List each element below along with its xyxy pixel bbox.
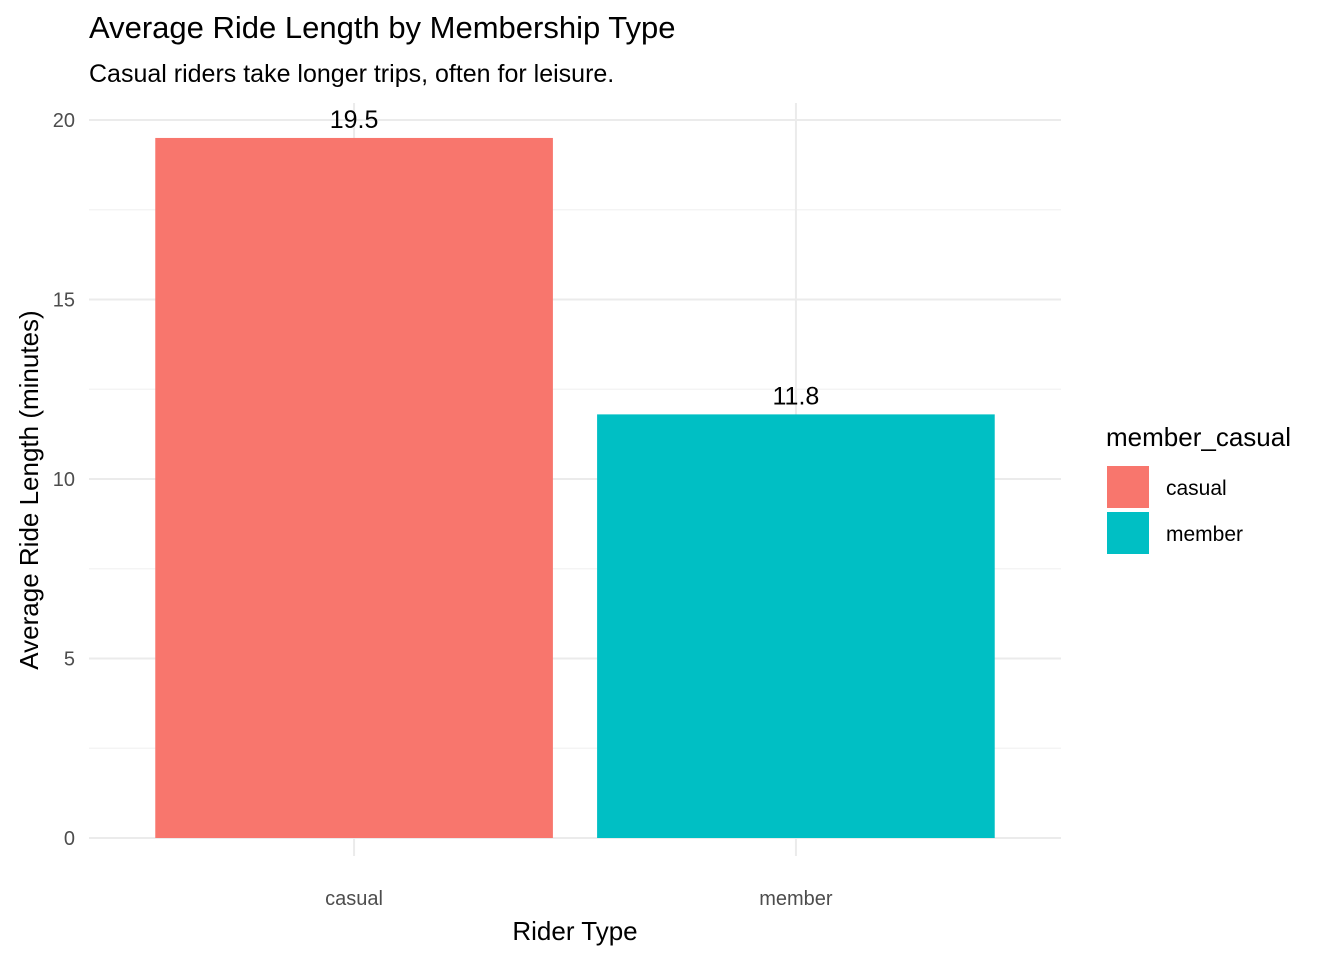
y-tick-label: 10 xyxy=(53,469,75,491)
y-axis-tick-labels: 0 5 10 15 20 xyxy=(53,110,75,850)
y-axis-title: Average Ride Length (minutes) xyxy=(14,310,44,669)
bar-casual xyxy=(155,137,553,838)
x-tick-label: member xyxy=(759,888,833,910)
bar-value-label: 19.5 xyxy=(330,106,379,134)
legend: member_casual casual member xyxy=(1106,422,1291,554)
x-axis-tick-labels: casual member xyxy=(325,888,833,910)
chart-title: Average Ride Length by Membership Type xyxy=(89,10,676,45)
legend-key-member xyxy=(1107,512,1149,554)
bar-value-label: 11.8 xyxy=(773,382,820,410)
legend-label-member: member xyxy=(1166,523,1243,546)
y-tick-label: 20 xyxy=(53,110,75,132)
bar-value-labels: 19.5 11.8 xyxy=(330,106,820,410)
bars xyxy=(155,137,995,838)
legend-key-casual xyxy=(1107,466,1149,508)
y-tick-label: 15 xyxy=(53,290,75,312)
x-axis-title: Rider Type xyxy=(512,916,637,946)
x-tick-label: casual xyxy=(325,888,383,910)
y-tick-label: 0 xyxy=(64,828,75,850)
legend-title: member_casual xyxy=(1106,422,1291,452)
legend-label-casual: casual xyxy=(1166,477,1227,500)
y-tick-label: 5 xyxy=(64,649,75,671)
bar-member xyxy=(597,414,995,838)
chart-subtitle: Casual riders take longer trips, often f… xyxy=(89,60,615,88)
